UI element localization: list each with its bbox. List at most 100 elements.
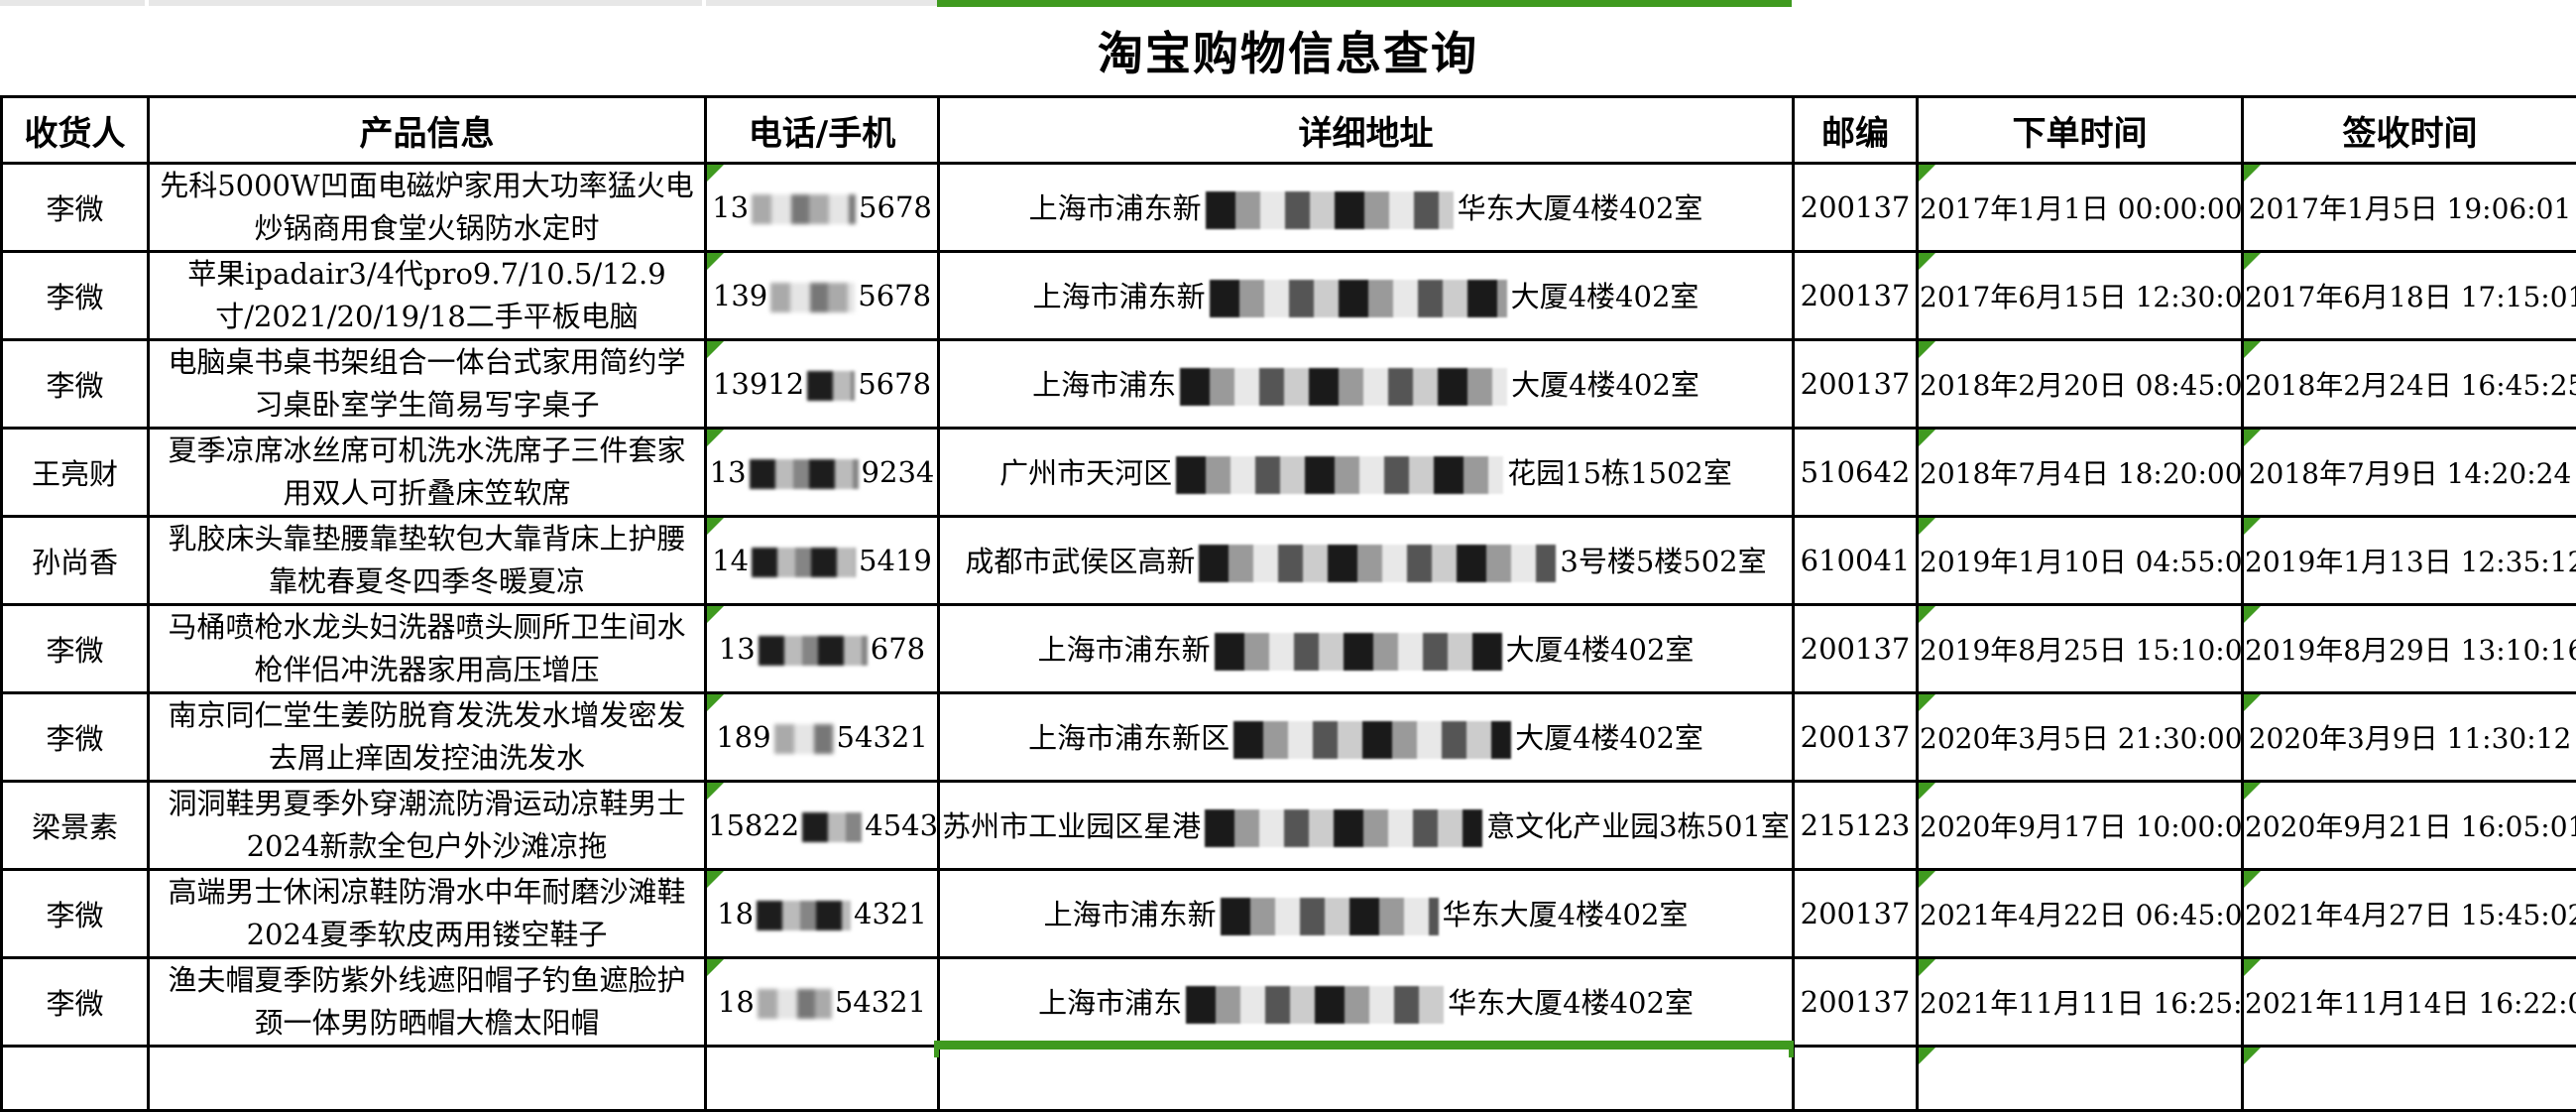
- postal-code: 510642: [1801, 455, 1911, 489]
- cell-product[interactable]: 夏季凉席冰丝席可机洗水洗席子三件套家用双人可折叠床笠软席: [149, 429, 706, 517]
- receipt-time: 2021年11月14日 16:22:01: [2245, 987, 2576, 1020]
- cell-product[interactable]: 南京同仁堂生姜防脱育发洗发水增发密发去屑止痒固发控油洗发水: [149, 693, 706, 782]
- receipt-time: 2020年3月9日 11:30:12: [2249, 722, 2572, 755]
- page-title[interactable]: 淘宝购物信息查询: [0, 6, 2576, 95]
- cell-postal[interactable]: 200137: [1794, 870, 1918, 958]
- phone-suffix: 678: [871, 632, 925, 666]
- cell-flag-icon: [707, 871, 724, 888]
- cell-recipient[interactable]: 李微: [2, 340, 149, 429]
- cell-receipt-time[interactable]: 2019年1月13日 12:35:12: [2243, 517, 2576, 605]
- cell-order-time[interactable]: 2020年3月5日 21:30:00: [1918, 693, 2243, 782]
- cell-order-time[interactable]: 2017年1月1日 00:00:00: [1918, 164, 2243, 252]
- cell-flag-icon: [1919, 959, 1935, 976]
- cell-postal[interactable]: 200137: [1794, 958, 1918, 1047]
- cell-receipt-time[interactable]: 2018年7月9日 14:20:24: [2243, 429, 2576, 517]
- cell-receipt-time[interactable]: 2018年2月24日 16:45:25: [2243, 340, 2576, 429]
- cell-address[interactable]: 上海市浦东新华东大厦4楼402室: [939, 164, 1794, 252]
- cell-product[interactable]: 先科5000W凹面电磁炉家用大功率猛火电炒锅商用食堂火锅防水定时: [149, 164, 706, 252]
- phone-redaction: [770, 283, 855, 312]
- cell-recipient[interactable]: 孙尚香: [2, 517, 149, 605]
- cell-order-time[interactable]: 2018年7月4日 18:20:00: [1918, 429, 2243, 517]
- column-header-order-time[interactable]: 下单时间: [1918, 97, 2243, 164]
- cell-product[interactable]: [149, 1047, 706, 1111]
- cell-product[interactable]: 洞洞鞋男夏季外穿潮流防滑运动凉鞋男士2024新款全包户外沙滩凉拖: [149, 782, 706, 870]
- cell-postal[interactable]: [1794, 1047, 1918, 1111]
- cell-recipient[interactable]: 李微: [2, 958, 149, 1047]
- cell-receipt-time[interactable]: 2017年6月18日 17:15:01: [2243, 252, 2576, 340]
- cell-product[interactable]: 马桶喷枪水龙头妇洗器喷头厕所卫生间水枪伴侣冲洗器家用高压增压: [149, 605, 706, 693]
- cell-postal[interactable]: 200137: [1794, 252, 1918, 340]
- cell-order-time[interactable]: 2019年8月25日 15:10:00: [1918, 605, 2243, 693]
- cell-address[interactable]: 上海市浦东新大厦4楼402室: [939, 252, 1794, 340]
- column-header-postal[interactable]: 邮编: [1794, 97, 1918, 164]
- cell-recipient[interactable]: 李微: [2, 693, 149, 782]
- cell-recipient[interactable]: 李微: [2, 870, 149, 958]
- cell-order-time[interactable]: 2020年9月17日 10:00:00: [1918, 782, 2243, 870]
- cell-recipient[interactable]: 李微: [2, 605, 149, 693]
- cell-receipt-time[interactable]: 2019年8月29日 13:10:16: [2243, 605, 2576, 693]
- cell-address[interactable]: 上海市浦东新区大厦4楼402室: [939, 693, 1794, 782]
- cell-address[interactable]: 苏州市工业园区星港意文化产业园3栋501室: [939, 782, 1794, 870]
- cell-postal[interactable]: 200137: [1794, 164, 1918, 252]
- cell-postal[interactable]: 200137: [1794, 340, 1918, 429]
- cell-receipt-time[interactable]: 2021年4月27日 15:45:02: [2243, 870, 2576, 958]
- cell-postal[interactable]: 200137: [1794, 605, 1918, 693]
- cell-address[interactable]: 上海市浦东华东大厦4楼402室: [939, 958, 1794, 1047]
- column-header-product[interactable]: 产品信息: [149, 97, 706, 164]
- phone-redaction: [807, 371, 855, 401]
- cell-receipt-time[interactable]: 2021年11月14日 16:22:01: [2243, 958, 2576, 1047]
- cell-receipt-time[interactable]: 2020年3月9日 11:30:12: [2243, 693, 2576, 782]
- cell-flag-icon: [2244, 341, 2261, 358]
- cell-order-time[interactable]: 2019年1月10日 04:55:00: [1918, 517, 2243, 605]
- cell-phone[interactable]: [706, 1047, 939, 1111]
- cell-receipt-time[interactable]: 2017年1月5日 19:06:01: [2243, 164, 2576, 252]
- recipient-name: 李微: [46, 369, 103, 403]
- column-header-recipient[interactable]: 收货人: [2, 97, 149, 164]
- column-header-phone[interactable]: 电话/手机: [706, 97, 939, 164]
- product-info: 电脑桌书桌书架组合一体台式家用简约学习桌卧室学生简易写字桌子: [168, 345, 685, 422]
- cell-recipient[interactable]: 王亮财: [2, 429, 149, 517]
- cell-order-time[interactable]: 2021年4月22日 06:45:00: [1918, 870, 2243, 958]
- cell-postal[interactable]: 510642: [1794, 429, 1918, 517]
- cell-address[interactable]: 上海市浦东新大厦4楼402室: [939, 605, 1794, 693]
- cell-product[interactable]: 高端男士休闲凉鞋防滑水中年耐磨沙滩鞋2024夏季软皮两用镂空鞋子: [149, 870, 706, 958]
- cell-product[interactable]: 苹果ipadair3/4代pro9.7/10.5/12.9寸/2021/20/1…: [149, 252, 706, 340]
- cell-order-time[interactable]: 2021年11月11日 16:25:00: [1918, 958, 2243, 1047]
- cell-product[interactable]: 电脑桌书桌书架组合一体台式家用简约学习桌卧室学生简易写字桌子: [149, 340, 706, 429]
- cell-recipient[interactable]: 李微: [2, 252, 149, 340]
- cell-receipt-time[interactable]: [2243, 1047, 2576, 1111]
- cell-address[interactable]: 广州市天河区花园15栋1502室: [939, 429, 1794, 517]
- cell-address[interactable]: [939, 1047, 1794, 1111]
- cell-recipient[interactable]: 李微: [2, 164, 149, 252]
- cell-order-time[interactable]: [1918, 1047, 2243, 1111]
- cell-recipient[interactable]: 梁景素: [2, 782, 149, 870]
- column-header-address[interactable]: 详细地址: [939, 97, 1794, 164]
- cell-address[interactable]: 上海市浦东新华东大厦4楼402室: [939, 870, 1794, 958]
- cell-address[interactable]: 上海市浦东大厦4楼402室: [939, 340, 1794, 429]
- column-header-receipt-time[interactable]: 签收时间: [2243, 97, 2576, 164]
- phone-prefix: 15822: [708, 808, 799, 842]
- cell-postal[interactable]: 610041: [1794, 517, 1918, 605]
- cell-recipient[interactable]: [2, 1047, 149, 1111]
- cell-receipt-time[interactable]: 2020年9月21日 16:05:01: [2243, 782, 2576, 870]
- cell-order-time[interactable]: 2017年6月15日 12:30:00: [1918, 252, 2243, 340]
- cell-postal[interactable]: 200137: [1794, 693, 1918, 782]
- cell-order-time[interactable]: 2018年2月20日 08:45:00: [1918, 340, 2243, 429]
- table-body-partial: [2, 1047, 2576, 1111]
- cell-product[interactable]: 渔夫帽夏季防紫外线遮阳帽子钓鱼遮脸护颈一体男防晒帽大檐太阳帽: [149, 958, 706, 1047]
- address-redaction: [1221, 898, 1439, 935]
- cell-postal[interactable]: 215123: [1794, 782, 1918, 870]
- cell-product[interactable]: 乳胶床头靠垫腰靠垫软包大靠背床上护腰靠枕春夏冬四季冬暖夏凉: [149, 517, 706, 605]
